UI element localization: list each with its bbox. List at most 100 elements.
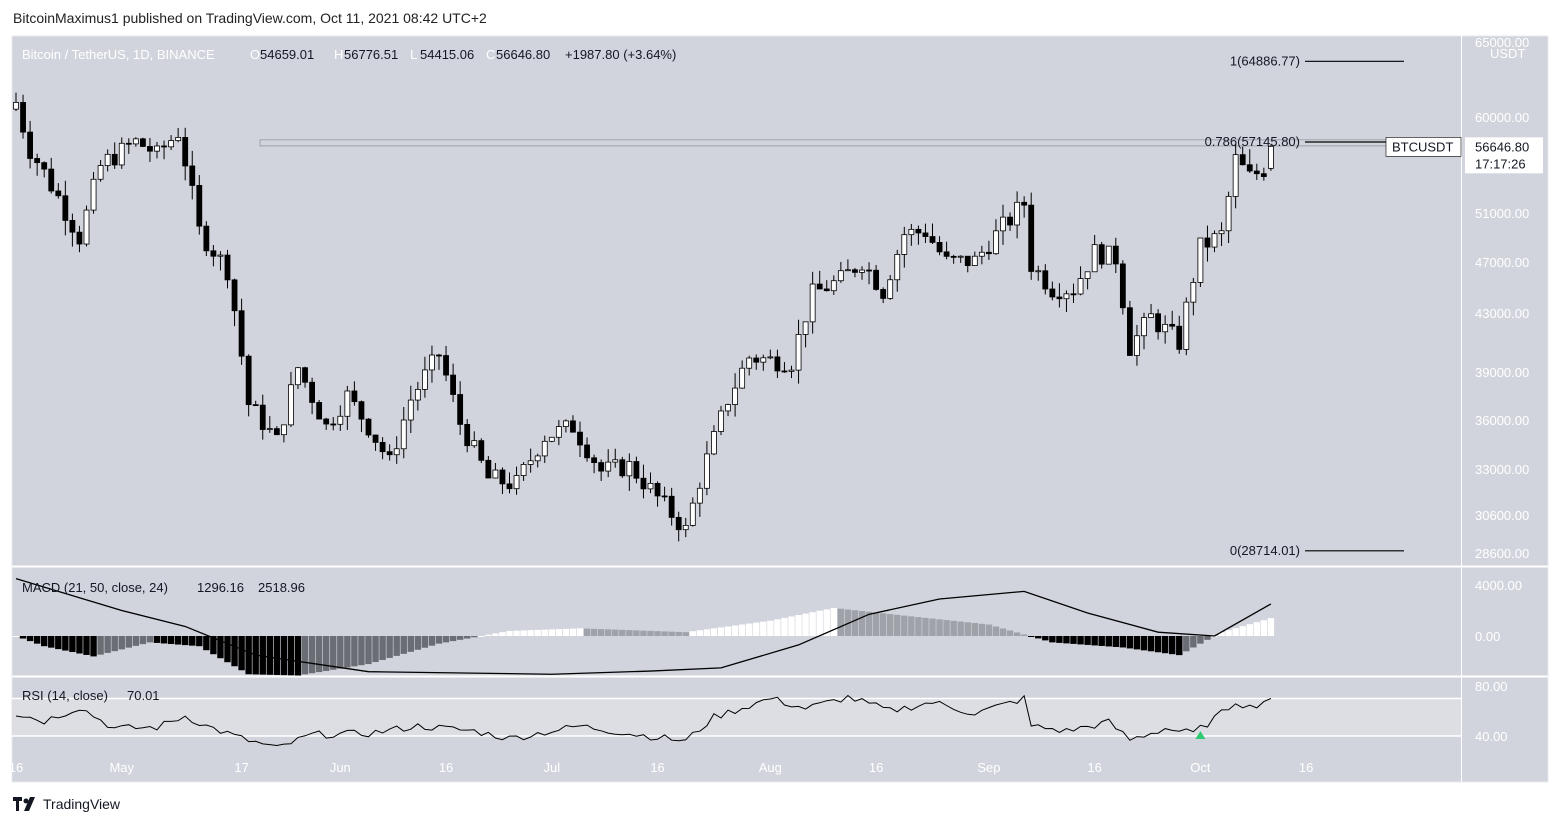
macd-histogram-bar xyxy=(1190,636,1197,648)
bearish-candle xyxy=(943,251,950,257)
bullish-candle xyxy=(548,436,555,442)
candlestick xyxy=(252,400,259,407)
macd-histogram-bar xyxy=(837,608,845,636)
ohlc-value: 54659.01 xyxy=(260,47,314,62)
bullish-candle xyxy=(682,524,689,531)
macd-histogram-bar xyxy=(125,636,132,648)
bullish-candle xyxy=(725,404,731,412)
macd-histogram-bar xyxy=(55,636,62,650)
macd-histogram-bar xyxy=(12,636,20,637)
macd-histogram-bar xyxy=(999,628,1007,636)
bullish-candle xyxy=(295,367,301,386)
bearish-candle xyxy=(351,390,358,403)
bearish-candle xyxy=(633,461,640,479)
bearish-candle xyxy=(506,483,513,490)
macd-histogram-bar xyxy=(569,628,577,636)
candlestick xyxy=(830,275,837,295)
macd-histogram-bar xyxy=(717,627,725,636)
macd-histogram-bar xyxy=(118,636,125,650)
candlestick xyxy=(612,448,619,468)
ohlc-label: H xyxy=(334,47,343,62)
macd-histogram-bar xyxy=(26,636,34,642)
macd-histogram-bar xyxy=(315,636,323,673)
macd-histogram-bar xyxy=(1077,636,1084,645)
macd-histogram-bar xyxy=(132,636,140,646)
bullish-candle xyxy=(971,255,978,266)
bearish-candle xyxy=(1155,313,1161,333)
bearish-candle xyxy=(852,269,858,273)
candlestick xyxy=(915,225,922,245)
candlestick xyxy=(76,225,83,253)
candlestick xyxy=(330,417,337,431)
macd-histogram-bar xyxy=(1056,636,1063,643)
candlestick xyxy=(922,223,929,244)
candlestick xyxy=(421,356,428,398)
bullish-candle xyxy=(118,142,125,166)
macd-histogram-bar xyxy=(330,636,337,670)
bullish-candle xyxy=(90,178,97,211)
brand-name[interactable]: TradingView xyxy=(43,796,121,812)
candlestick xyxy=(90,171,97,214)
bearish-candle xyxy=(27,131,34,159)
macd-histogram-bar xyxy=(414,636,422,650)
bearish-candle xyxy=(1169,323,1176,327)
bearish-candle xyxy=(1204,237,1211,248)
macd-histogram-bar xyxy=(689,631,696,636)
price-axis-label: 51000.00 xyxy=(1475,206,1529,221)
macd-histogram-bar xyxy=(872,612,880,636)
macd-histogram-bar xyxy=(788,616,795,636)
bullish-candle xyxy=(1091,244,1098,273)
time-axis-label: May xyxy=(109,760,134,775)
last-price: 56646.80 xyxy=(1475,139,1529,154)
candlestick xyxy=(520,461,527,481)
bearish-candle xyxy=(302,367,308,383)
bearish-candle xyxy=(753,357,760,363)
bearish-candle xyxy=(668,495,675,518)
candlestick xyxy=(1246,149,1253,173)
rsi-axis-label: 80.00 xyxy=(1475,679,1508,694)
bullish-candle xyxy=(471,440,478,447)
bullish-candle xyxy=(429,354,435,371)
macd-histogram-bar xyxy=(541,629,548,636)
macd-histogram-bar xyxy=(1006,630,1014,636)
macd-histogram-bar xyxy=(520,630,527,636)
bearish-candle xyxy=(598,462,605,472)
price-axis-label: 36000.00 xyxy=(1475,413,1529,428)
bullish-candle xyxy=(414,388,421,401)
bearish-candle xyxy=(252,404,259,407)
bearish-candle xyxy=(823,288,830,292)
ohlc-label: O xyxy=(250,47,260,62)
candlestick xyxy=(97,160,104,182)
candlestick xyxy=(753,354,760,370)
macd-histogram-bar xyxy=(1013,632,1021,636)
bar-countdown: 17:17:26 xyxy=(1475,156,1526,171)
candlestick xyxy=(450,363,457,403)
candlestick xyxy=(125,138,132,154)
trading-chart[interactable]: MACD (21, 50, close, 24) 1296.16 2518.96 R… xyxy=(0,0,1561,790)
candlestick xyxy=(845,259,851,272)
macd-histogram-bar xyxy=(703,629,711,636)
candlestick xyxy=(746,355,753,376)
candlestick xyxy=(55,183,62,199)
candlestick xyxy=(795,319,802,384)
bullish-candle xyxy=(1035,270,1042,273)
bearish-candle xyxy=(76,231,83,245)
price-pane xyxy=(13,60,1404,552)
macd-histogram-bar xyxy=(273,636,281,675)
bullish-candle xyxy=(520,464,527,476)
bearish-candle xyxy=(210,250,217,257)
candlestick xyxy=(309,377,316,415)
candlestick xyxy=(464,419,471,453)
candlestick xyxy=(971,251,978,267)
candlestick xyxy=(266,416,273,433)
bullish-candle xyxy=(767,356,774,359)
bullish-candle xyxy=(626,461,633,477)
candlestick xyxy=(1007,212,1013,231)
macd-histogram-bar xyxy=(738,624,746,636)
bearish-candle xyxy=(20,102,26,133)
candlestick xyxy=(414,381,421,411)
bullish-candle xyxy=(1162,323,1169,333)
macd-histogram-bar xyxy=(724,626,732,636)
candlestick xyxy=(894,249,901,292)
bullish-candle xyxy=(1148,313,1154,318)
